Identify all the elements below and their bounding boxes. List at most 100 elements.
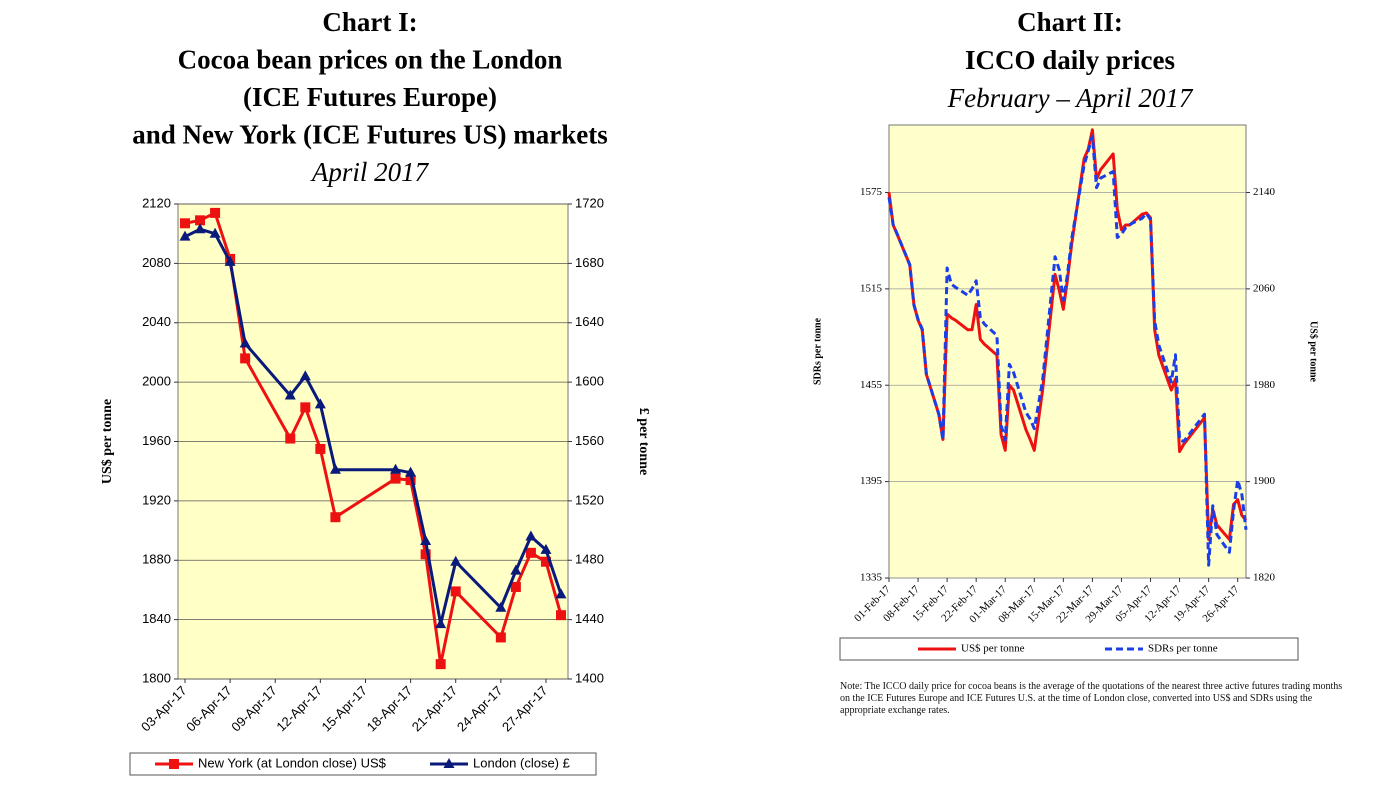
chart-title: Cocoa bean prices on the London xyxy=(178,45,563,75)
marker xyxy=(284,389,296,400)
marker xyxy=(405,466,417,477)
y2-tick-label: 1480 xyxy=(575,552,604,567)
x-tick-label: 24-Apr-17 xyxy=(454,683,505,734)
chart-title: (ICE Futures Europe) xyxy=(243,82,497,112)
legend-box xyxy=(839,637,1299,661)
marker xyxy=(209,227,221,238)
legend-label: SDRs per tonne xyxy=(1148,643,1218,655)
y-tick-label: 1840 xyxy=(142,611,171,626)
legend-label: New York (at London close) US$ xyxy=(198,755,387,770)
y2-tick-label: 1980 xyxy=(1253,379,1276,391)
marker xyxy=(435,618,447,629)
marker xyxy=(285,433,296,444)
y-tick-label: 1920 xyxy=(142,492,171,507)
y2-tick-label: 1820 xyxy=(1253,572,1276,584)
marker xyxy=(510,564,522,575)
y2-axis-title: £ per tonne xyxy=(636,408,651,475)
legend-box xyxy=(129,752,597,776)
marker xyxy=(495,601,507,612)
y-tick-label: 1960 xyxy=(142,433,171,448)
legend-marker xyxy=(443,758,455,768)
marker xyxy=(450,555,462,566)
y-tick-label: 1575 xyxy=(860,186,883,198)
marker xyxy=(390,463,402,474)
marker xyxy=(329,463,341,474)
marker xyxy=(330,512,341,523)
chart-title: Chart II: xyxy=(1017,7,1123,37)
marker xyxy=(315,443,326,454)
marker xyxy=(180,218,190,229)
marker xyxy=(525,530,537,541)
y-tick-label: 2000 xyxy=(142,374,171,389)
y2-tick-label: 1680 xyxy=(575,255,604,270)
y2-tick-label: 1440 xyxy=(575,611,604,626)
marker xyxy=(299,370,311,381)
chart-note: Note: The ICCO daily price for cocoa bea… xyxy=(840,681,1343,716)
marker xyxy=(540,543,552,554)
y-tick-label: 1395 xyxy=(860,475,883,487)
marker xyxy=(450,586,461,597)
y-tick-label: 2040 xyxy=(142,314,171,329)
marker xyxy=(495,632,506,643)
y-axis-title: US$ per tonne xyxy=(100,399,115,484)
marker xyxy=(314,398,326,409)
chart-title: and New York (ICE Futures US) markets xyxy=(132,120,608,150)
marker xyxy=(420,549,431,560)
y2-tick-label: 2060 xyxy=(1253,282,1276,294)
x-tick-label: 12-Apr-17 xyxy=(273,683,324,734)
marker xyxy=(435,659,446,670)
marker xyxy=(555,588,567,599)
legend-label: London (close) £ xyxy=(473,755,571,770)
marker xyxy=(240,353,251,364)
y-tick-label: 1455 xyxy=(860,379,883,391)
y2-tick-label: 1720 xyxy=(575,195,604,210)
marker xyxy=(510,581,521,592)
y-tick-label: 1335 xyxy=(860,572,883,584)
marker xyxy=(525,547,536,558)
y-tick-label: 1880 xyxy=(142,552,171,567)
y2-tick-label: 1640 xyxy=(575,314,604,329)
marker xyxy=(390,473,401,484)
y-tick-label: 1515 xyxy=(860,282,883,294)
marker xyxy=(195,215,206,226)
chart-title: ICCO daily prices xyxy=(965,45,1175,75)
x-tick-label: 15-Apr-17 xyxy=(319,683,370,734)
y2-tick-label: 2140 xyxy=(1253,186,1276,198)
y2-tick-label: 1520 xyxy=(575,492,604,507)
marker xyxy=(224,255,236,266)
marker xyxy=(300,402,311,413)
y-axis-title: SDRs per tonne xyxy=(812,317,823,385)
x-tick-label: 09-Apr-17 xyxy=(228,683,279,734)
y2-tick-label: 1400 xyxy=(575,670,604,685)
marker xyxy=(540,556,551,567)
marker xyxy=(194,223,206,234)
series-line xyxy=(887,134,1248,567)
marker xyxy=(405,475,416,486)
x-tick-label: 03-Apr-17 xyxy=(138,683,189,734)
chart-subtitle: April 2017 xyxy=(310,157,430,187)
x-tick-label: 18-Apr-17 xyxy=(364,683,415,734)
y-tick-label: 2080 xyxy=(142,255,171,270)
marker xyxy=(239,337,251,348)
x-tick-label: 06-Apr-17 xyxy=(183,683,234,734)
marker xyxy=(210,207,221,218)
y2-tick-label: 1900 xyxy=(1253,475,1276,487)
legend-label: US$ per tonne xyxy=(961,643,1025,655)
marker xyxy=(179,230,191,241)
chart: Chart II: ICCO daily prices February – Apr… xyxy=(812,7,1319,661)
y2-axis-title: US$ per tonne xyxy=(1308,321,1319,382)
y2-tick-label: 1600 xyxy=(575,374,604,389)
x-tick-label: 21-Apr-17 xyxy=(409,683,460,734)
y2-tick-label: 1560 xyxy=(575,433,604,448)
y-tick-label: 2120 xyxy=(142,195,171,210)
marker xyxy=(420,534,432,545)
y-tick-label: 1800 xyxy=(142,670,171,685)
legend-marker xyxy=(169,759,179,769)
x-tick-label: 27-Apr-17 xyxy=(499,683,550,734)
chart-title: Chart I: xyxy=(322,7,417,37)
marker xyxy=(556,610,566,621)
plot-area xyxy=(888,124,1247,579)
chart: Chart I: Cocoa bean prices on the London (… xyxy=(100,7,651,776)
